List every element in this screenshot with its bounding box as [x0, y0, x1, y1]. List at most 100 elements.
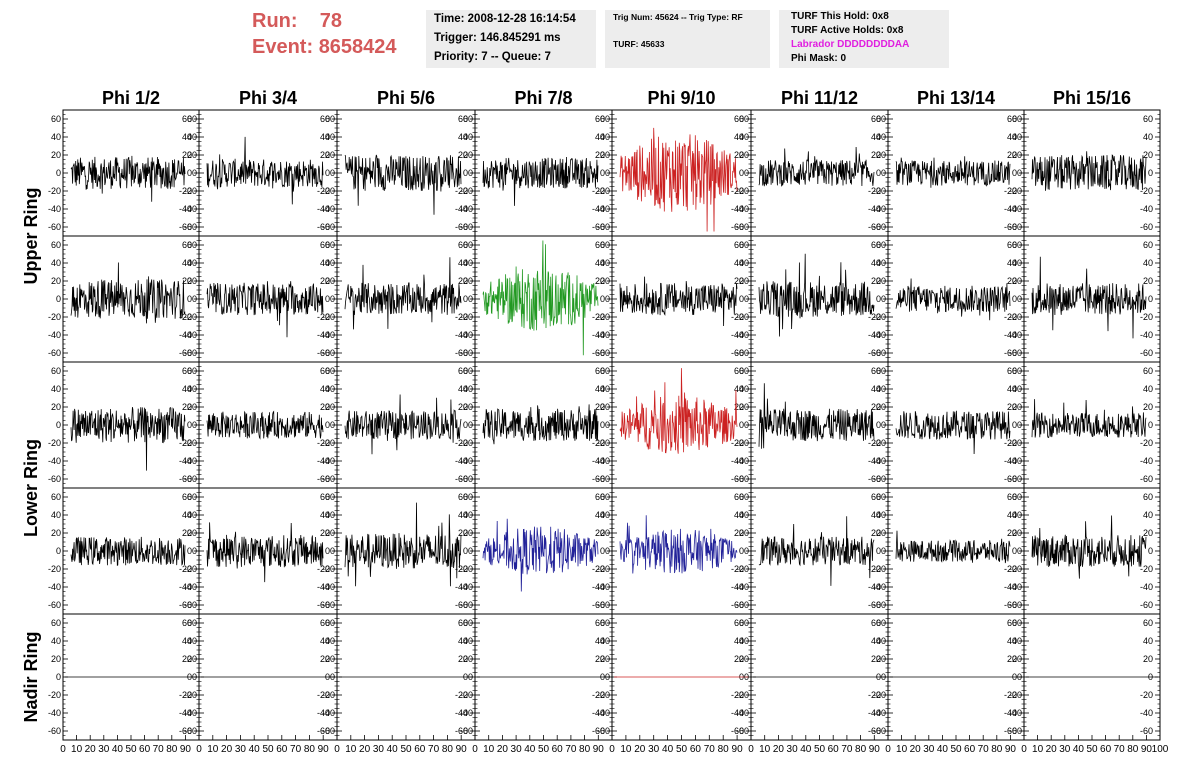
y-tick-label: 20 [739, 150, 749, 160]
y-tick-label: -40 [460, 708, 473, 718]
y-tick-label: -40 [48, 456, 61, 466]
y-tick-label: -20 [731, 690, 744, 700]
y-tick-label: 60 [595, 366, 605, 376]
trig-num-text: Trig Num: 45624 -- Trig Type: RF [613, 12, 743, 22]
x-tick-label: 20 [773, 744, 785, 755]
y-tick-label: 0 [881, 546, 886, 556]
x-tick-label: 90 [318, 744, 330, 755]
y-tick-label: -20 [317, 186, 330, 196]
x-tick-label: 60 [828, 744, 840, 755]
x-tick-label: 50 [125, 744, 137, 755]
y-tick-label: -60 [179, 474, 192, 484]
y-tick-label: -60 [48, 474, 61, 484]
x-tick-label: 70 [978, 744, 990, 755]
y-tick-label: 60 [871, 240, 881, 250]
y-tick-label: 20 [463, 528, 473, 538]
y-tick-label: 60 [595, 240, 605, 250]
y-tick-label: 40 [876, 384, 886, 394]
y-tick-label: -20 [736, 564, 749, 574]
y-tick-label: 60 [187, 366, 197, 376]
y-tick-label: -40 [322, 330, 335, 340]
y-tick-label: 0 [1012, 294, 1017, 304]
y-tick-label: -60 [460, 474, 473, 484]
y-tick-label: -20 [592, 312, 605, 322]
x-tick-label: 60 [1100, 744, 1112, 755]
y-tick-label: 0 [468, 420, 473, 430]
waveform-series [206, 410, 324, 440]
y-tick-label: 0 [1017, 420, 1022, 430]
y-tick-label: 60 [187, 492, 197, 502]
y-tick-label: -40 [1009, 204, 1022, 214]
x-tick-label: 30 [373, 744, 385, 755]
row-title: Nadir Ring [21, 631, 41, 722]
y-tick-label: -20 [1140, 690, 1153, 700]
y-tick-label: 60 [600, 366, 610, 376]
waveform-series [344, 502, 462, 587]
y-tick-label: 20 [1012, 654, 1022, 664]
y-tick-label: -40 [597, 582, 610, 592]
y-tick-label: -40 [873, 708, 886, 718]
y-tick-label: -40 [868, 582, 881, 592]
y-tick-label: 20 [51, 528, 61, 538]
row-title: Lower Ring [21, 439, 41, 537]
y-tick-label: -60 [184, 222, 197, 232]
y-tick-label: -40 [184, 330, 197, 340]
turf-this-hold-text: TURF This Hold: 0x8 [791, 11, 889, 22]
y-tick-label: 60 [734, 618, 744, 628]
y-tick-label: 20 [734, 528, 744, 538]
x-tick-label: 40 [937, 744, 949, 755]
y-tick-label: -60 [1009, 726, 1022, 736]
y-tick-label: -40 [1140, 708, 1153, 718]
y-tick-label: -20 [455, 690, 468, 700]
y-tick-label: -60 [48, 348, 61, 358]
x-tick-label: 70 [153, 744, 165, 755]
y-tick-label: 40 [320, 636, 330, 646]
y-tick-label: -60 [460, 222, 473, 232]
y-tick-label: 20 [595, 402, 605, 412]
y-tick-label: 20 [1143, 402, 1153, 412]
y-tick-label: 20 [463, 276, 473, 286]
y-tick-label: 60 [325, 366, 335, 376]
y-tick-label: 0 [56, 168, 61, 178]
y-tick-label: -60 [48, 222, 61, 232]
y-tick-label: 40 [187, 132, 197, 142]
y-tick-label: 40 [734, 384, 744, 394]
y-tick-label: 60 [1007, 366, 1017, 376]
y-tick-label: 60 [734, 492, 744, 502]
y-tick-label: -60 [317, 348, 330, 358]
y-tick-label: -20 [184, 438, 197, 448]
x-tick-label: 90 [1005, 744, 1017, 755]
y-tick-label: -20 [48, 564, 61, 574]
y-tick-label: 40 [1007, 510, 1017, 520]
y-tick-label: 20 [1007, 528, 1017, 538]
y-tick-label: 20 [458, 654, 468, 664]
y-tick-label: 0 [744, 546, 749, 556]
y-tick-label: 60 [325, 114, 335, 124]
y-tick-label: -60 [460, 348, 473, 358]
waveform-series [895, 410, 1011, 455]
y-tick-label: -60 [1009, 222, 1022, 232]
y-tick-label: 0 [187, 546, 192, 556]
y-tick-label: -60 [322, 726, 335, 736]
y-tick-label: 40 [325, 384, 335, 394]
x-tick-label: 40 [662, 744, 674, 755]
y-tick-label: 60 [876, 492, 886, 502]
y-tick-label: 20 [325, 150, 335, 160]
y-tick-label: -20 [1140, 186, 1153, 196]
y-tick-label: -20 [317, 564, 330, 574]
y-tick-label: -20 [317, 690, 330, 700]
run-line: Run: 78 [252, 8, 422, 34]
y-tick-label: 20 [1007, 654, 1017, 664]
x-tick-label: 70 [704, 744, 716, 755]
y-tick-label: -40 [868, 708, 881, 718]
waveform-series [1031, 256, 1147, 339]
y-tick-label: 60 [595, 618, 605, 628]
y-tick-label: -60 [48, 600, 61, 610]
y-tick-label: -60 [455, 348, 468, 358]
waveform-series [619, 515, 738, 574]
waveform-series [895, 530, 1011, 564]
y-tick-label: -40 [736, 330, 749, 340]
y-tick-label: -60 [1140, 222, 1153, 232]
run-label: Run: [252, 10, 298, 32]
y-tick-label: 60 [51, 366, 61, 376]
